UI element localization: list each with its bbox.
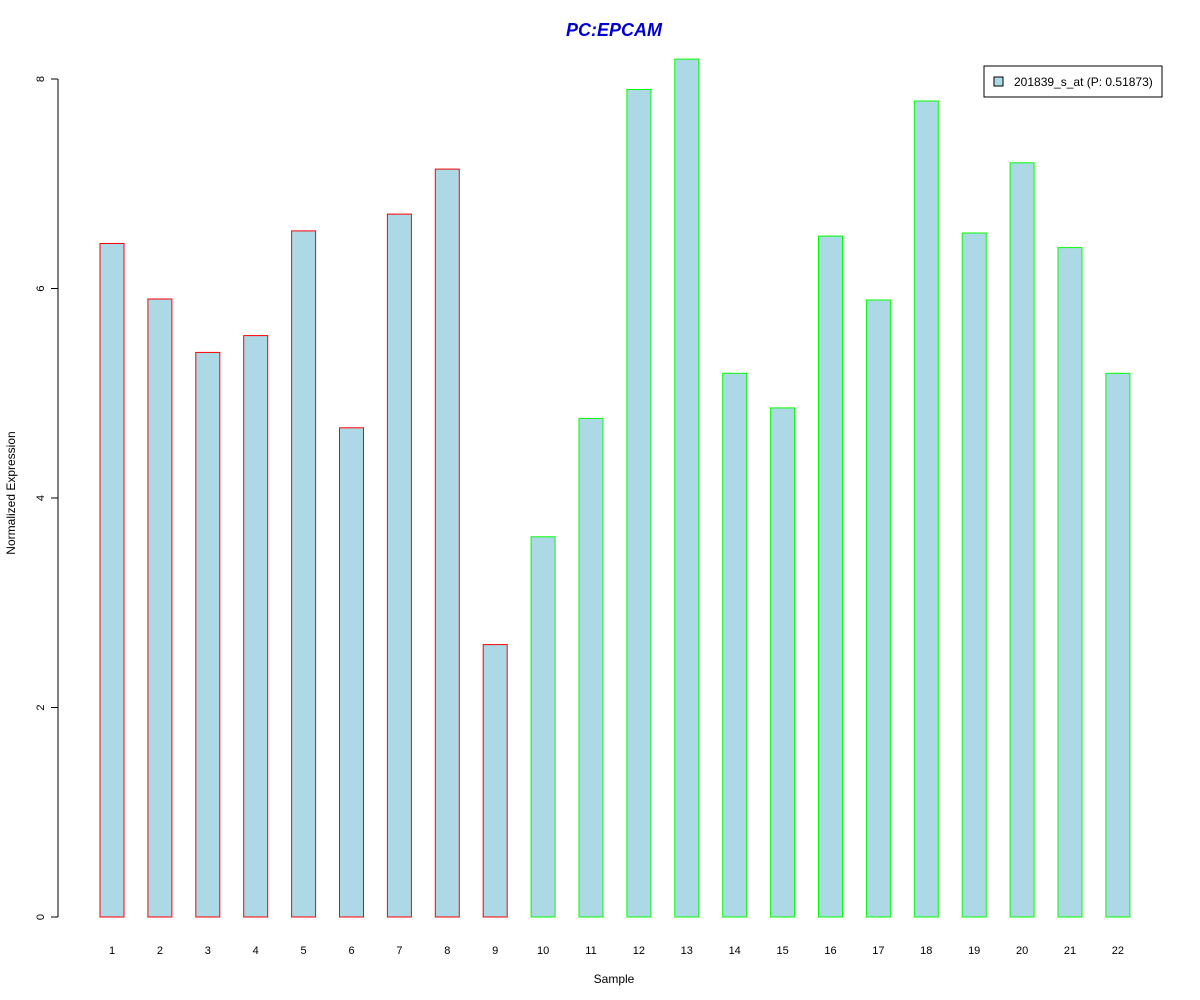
y-tick-label: 4 <box>35 495 47 501</box>
bar-sample-3 <box>195 351 221 918</box>
bar-sample-10 <box>530 536 556 918</box>
bar-sample-1 <box>99 243 125 918</box>
x-tick-label: 18 <box>920 945 932 957</box>
bar-sample-7 <box>386 213 412 918</box>
y-tick-label: 0 <box>35 914 47 920</box>
bar-sample-5 <box>291 230 317 918</box>
legend-label: 201839_s_at (P: 0.51873) <box>1014 75 1153 89</box>
bar-sample-19 <box>961 232 987 918</box>
bar-sample-8 <box>434 168 460 918</box>
bar-sample-9 <box>482 644 508 918</box>
bar-sample-17 <box>865 299 891 918</box>
x-tick-label: 6 <box>348 945 354 957</box>
x-tick-label: 2 <box>157 945 163 957</box>
legend-swatch <box>993 76 1004 87</box>
y-tick-label: 2 <box>35 704 47 710</box>
bar-sample-6 <box>339 427 364 918</box>
x-tick-label: 15 <box>776 945 788 957</box>
legend: 201839_s_at (P: 0.51873) <box>983 65 1163 98</box>
bar-sample-2 <box>147 298 173 918</box>
x-tick-label: 12 <box>633 945 645 957</box>
x-tick-label: 19 <box>968 945 980 957</box>
bars-group <box>99 58 1131 918</box>
bar-sample-12 <box>626 89 652 918</box>
bar-sample-14 <box>722 372 748 918</box>
bar-sample-15 <box>770 407 796 918</box>
chart-title: PC:EPCAM <box>566 20 663 40</box>
x-tick-label: 16 <box>824 945 836 957</box>
x-tick-label: 22 <box>1112 945 1124 957</box>
bar-sample-18 <box>913 100 939 918</box>
x-tick-label: 10 <box>537 945 549 957</box>
x-axis-title: Sample <box>594 972 635 986</box>
x-tick-label: 21 <box>1064 945 1076 957</box>
bar-sample-13 <box>674 58 700 918</box>
x-tick-label: 20 <box>1016 945 1028 957</box>
bar-sample-20 <box>1009 162 1035 918</box>
x-tick-label: 5 <box>301 945 307 957</box>
x-tick-label: 1 <box>109 945 115 957</box>
legend-box <box>983 65 1163 98</box>
x-tick-label: 11 <box>585 945 596 957</box>
x-tick-label: 4 <box>253 945 259 957</box>
bar-sample-16 <box>818 235 843 918</box>
bar-sample-4 <box>243 335 269 918</box>
x-tick-label: 14 <box>729 945 741 957</box>
x-tick-label: 9 <box>492 945 498 957</box>
y-tick-label: 6 <box>35 285 47 291</box>
x-tick-label: 8 <box>444 945 450 957</box>
y-axis: 0 2 4 6 8 <box>35 76 59 920</box>
bar-sample-21 <box>1057 247 1083 918</box>
x-tick-label: 17 <box>872 945 884 957</box>
x-tick-label: 13 <box>681 945 693 957</box>
y-tick-label: 8 <box>35 76 47 82</box>
bar-sample-11 <box>578 417 604 918</box>
bar-sample-22 <box>1105 372 1131 918</box>
x-tick-labels: 1 2 3 4 5 6 7 8 9 10 11 12 13 14 15 16 17 18 19 20 21 22 <box>109 945 1124 957</box>
x-tick-label: 7 <box>396 945 402 957</box>
y-axis-title: Normalized Expression <box>4 431 18 554</box>
x-tick-label: 3 <box>205 945 211 957</box>
